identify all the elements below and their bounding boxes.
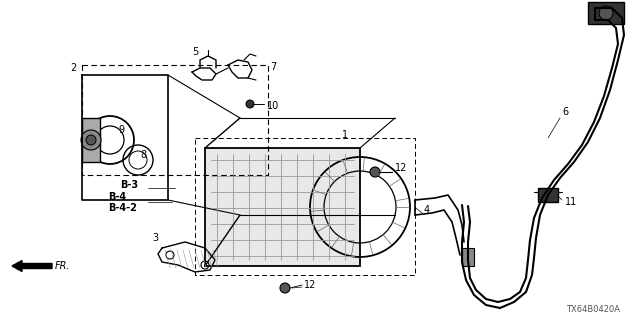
Text: B-4-2: B-4-2 bbox=[108, 203, 137, 213]
Bar bbox=[588, 2, 624, 24]
Circle shape bbox=[86, 135, 96, 145]
Bar bbox=[205, 148, 360, 266]
Text: 2: 2 bbox=[70, 63, 76, 73]
Text: FR.: FR. bbox=[55, 261, 70, 271]
Text: 1: 1 bbox=[342, 130, 348, 140]
Bar bbox=[538, 188, 558, 202]
Text: B-4: B-4 bbox=[108, 192, 126, 202]
Circle shape bbox=[280, 283, 290, 293]
Text: 12: 12 bbox=[395, 163, 408, 173]
FancyArrow shape bbox=[12, 260, 52, 271]
Text: 7: 7 bbox=[270, 62, 276, 72]
Circle shape bbox=[370, 167, 380, 177]
Circle shape bbox=[599, 6, 613, 20]
Text: 3: 3 bbox=[152, 233, 158, 243]
Text: 10: 10 bbox=[267, 101, 279, 111]
Text: 4: 4 bbox=[424, 205, 430, 215]
Text: 11: 11 bbox=[565, 197, 577, 207]
Text: 12: 12 bbox=[304, 280, 316, 290]
Text: 6: 6 bbox=[562, 107, 568, 117]
Bar bbox=[462, 248, 474, 266]
Bar bbox=[82, 118, 100, 162]
Text: 9: 9 bbox=[118, 125, 124, 135]
Circle shape bbox=[246, 100, 254, 108]
Text: B-3: B-3 bbox=[120, 180, 138, 190]
Text: 8: 8 bbox=[140, 150, 146, 160]
Text: TX64B0420A: TX64B0420A bbox=[566, 305, 620, 314]
Text: 5: 5 bbox=[192, 47, 198, 57]
Circle shape bbox=[81, 130, 101, 150]
